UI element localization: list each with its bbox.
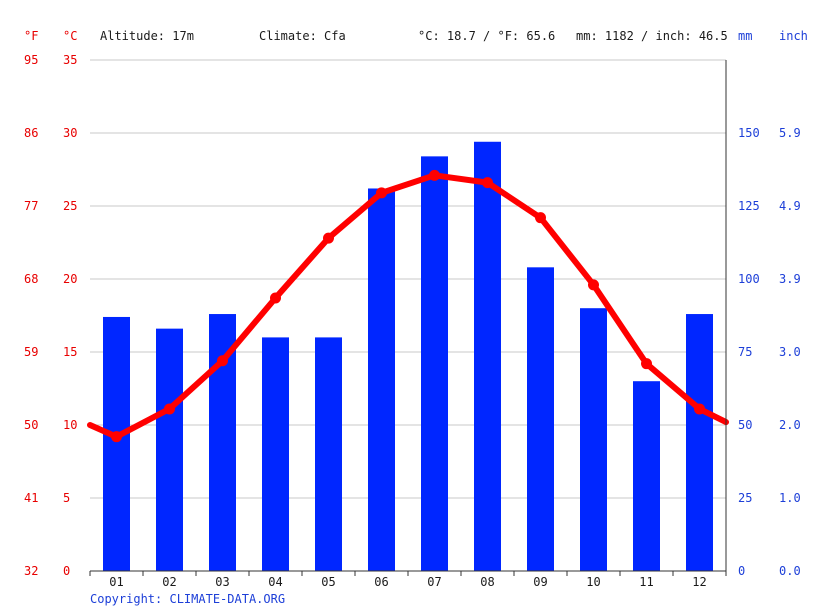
annual-precipitation-label: mm: 1182 / inch: 46.5 xyxy=(576,29,728,43)
climate-label: Climate: Cfa xyxy=(259,29,346,43)
precip-inch-tick-label: 4.9 xyxy=(779,199,801,213)
altitude-label: Altitude: 17m xyxy=(100,29,194,43)
average-temperature-label: °C: 18.7 / °F: 65.6 xyxy=(418,29,555,43)
precip-inch-tick-label: 1.0 xyxy=(779,491,801,505)
month-tick-label: 04 xyxy=(268,575,282,589)
precipitation-bar xyxy=(262,337,289,571)
precip-inch-tick-label: 3.0 xyxy=(779,345,801,359)
temperature-point xyxy=(217,355,228,367)
precipitation-bar xyxy=(421,156,448,572)
temperature-point xyxy=(323,232,334,244)
temperature-point xyxy=(111,431,122,443)
month-tick-label: 08 xyxy=(480,575,494,589)
month-tick-label: 12 xyxy=(692,575,706,589)
precip-inch-tick-label: 5.9 xyxy=(779,126,801,140)
precipitation-bar xyxy=(580,308,607,571)
month-tick-label: 02 xyxy=(162,575,176,589)
precip-mm-tick-label: 50 xyxy=(738,418,752,432)
gridlines xyxy=(90,59,726,499)
precip-inch-tick-label: 2.0 xyxy=(779,418,801,432)
temperature-point xyxy=(588,279,599,291)
temperature-point xyxy=(694,403,705,415)
unit-mm-label: mm xyxy=(738,29,752,43)
temp-c-tick-label: 25 xyxy=(63,199,77,213)
temp-c-tick-label: 20 xyxy=(63,272,77,286)
temp-f-tick-label: 32 xyxy=(24,564,38,578)
temp-c-tick-label: 0 xyxy=(63,564,70,578)
temperature-point xyxy=(641,358,652,370)
precipitation-bar xyxy=(103,316,130,571)
precipitation-bar xyxy=(686,314,713,571)
temperature-point xyxy=(376,187,387,199)
precip-mm-tick-label: 75 xyxy=(738,345,752,359)
month-tick-label: 07 xyxy=(427,575,441,589)
precipitation-bar xyxy=(527,267,554,571)
temp-c-tick-label: 15 xyxy=(63,345,77,359)
unit-celsius-label: °C xyxy=(63,29,77,43)
precip-mm-tick-label: 0 xyxy=(738,564,745,578)
precip-mm-tick-label: 125 xyxy=(738,199,760,213)
month-tick-label: 11 xyxy=(639,575,653,589)
temp-f-tick-label: 86 xyxy=(24,126,38,140)
unit-fahrenheit-label: °F xyxy=(24,29,38,43)
precipitation-bar xyxy=(156,328,183,571)
precip-mm-tick-label: 100 xyxy=(738,272,760,286)
month-tick-label: 05 xyxy=(321,575,335,589)
precip-inch-tick-label: 3.9 xyxy=(779,272,801,286)
temp-f-tick-label: 77 xyxy=(24,199,38,213)
temperature-line-path xyxy=(87,172,729,440)
temperature-point xyxy=(482,177,493,189)
precipitation-bar xyxy=(368,188,395,572)
month-tick-label: 01 xyxy=(109,575,123,589)
temp-f-tick-label: 41 xyxy=(24,491,38,505)
precipitation-bar xyxy=(315,337,342,571)
temp-f-tick-label: 95 xyxy=(24,53,38,67)
axes: 0 32 5 41 10 50 15 59 20 68 25 77 30 86 35 95 0 0.0 25 1.0 5… xyxy=(24,53,801,589)
temperature-point xyxy=(429,169,440,181)
temperature-point xyxy=(535,212,546,224)
temperature-point xyxy=(164,403,175,415)
month-tick-label: 06 xyxy=(374,575,388,589)
temp-f-tick-label: 50 xyxy=(24,418,38,432)
unit-inch-label: inch xyxy=(779,29,808,43)
temp-c-tick-label: 35 xyxy=(63,53,77,67)
precip-mm-tick-label: 25 xyxy=(738,491,752,505)
temp-c-tick-label: 30 xyxy=(63,126,77,140)
temp-c-tick-label: 10 xyxy=(63,418,77,432)
precipitation-bar xyxy=(474,141,501,571)
temp-f-tick-label: 59 xyxy=(24,345,38,359)
precip-mm-tick-label: 150 xyxy=(738,126,760,140)
month-tick-label: 03 xyxy=(215,575,229,589)
precipitation-bar xyxy=(633,381,660,571)
temp-f-tick-label: 68 xyxy=(24,272,38,286)
copyright-link[interactable]: Copyright: CLIMATE-DATA.ORG xyxy=(90,592,285,606)
month-tick-label: 10 xyxy=(586,575,600,589)
precipitation-bars xyxy=(103,141,713,572)
month-tick-label: 09 xyxy=(533,575,547,589)
temperature-line xyxy=(87,169,729,443)
temperature-point xyxy=(270,292,281,304)
temp-c-tick-label: 5 xyxy=(63,491,70,505)
precip-inch-tick-label: 0.0 xyxy=(779,564,801,578)
